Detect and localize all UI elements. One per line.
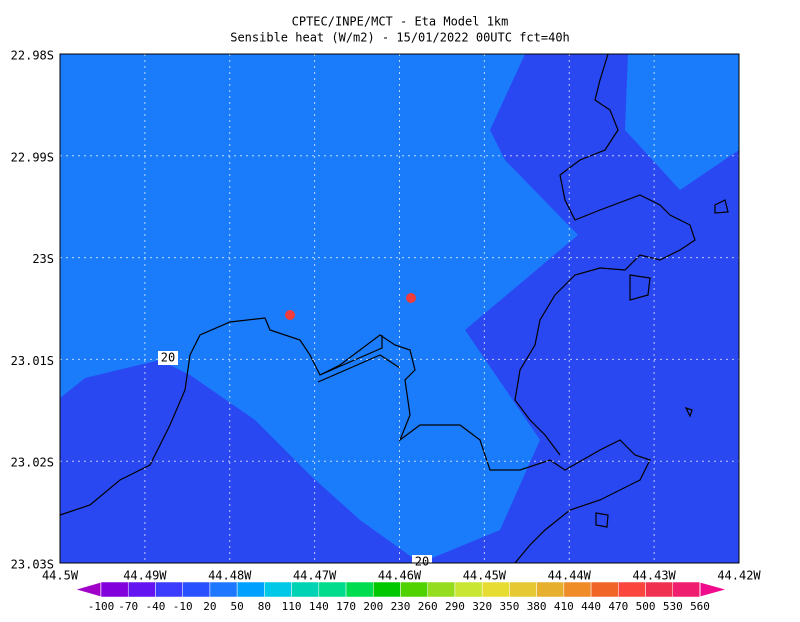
lon-label: 44.49W <box>123 569 167 583</box>
colorbar-box <box>291 581 320 598</box>
lat-label: 23.03S <box>11 558 54 572</box>
lat-label: 23.02S <box>11 456 54 470</box>
colorbar-label: -40 <box>146 600 166 613</box>
colorbar-label: 380 <box>527 600 547 613</box>
colorbar-arrow <box>73 581 102 598</box>
field-dark <box>420 54 739 563</box>
colorbar-label: 110 <box>282 600 302 613</box>
colorbar-box <box>155 581 183 598</box>
colorbar-label: 200 <box>363 600 383 613</box>
colorbar-box <box>427 581 456 598</box>
coastline <box>595 199 729 528</box>
lon-label: 44.42W <box>717 569 761 583</box>
colorbar-box <box>645 581 674 598</box>
colorbar-box <box>373 581 401 598</box>
colorbar-box <box>182 581 211 598</box>
colorbar-box <box>236 581 265 598</box>
colorbar-label: 410 <box>554 600 574 613</box>
colorbar-label: 50 <box>231 600 244 613</box>
colorbar-label: 470 <box>608 600 628 613</box>
lon-label: 44.46W <box>378 569 422 583</box>
lon-label: 44.43W <box>632 569 676 583</box>
colorbar-label: 530 <box>663 600 683 613</box>
lon-label: 44.48W <box>208 569 252 583</box>
coastline <box>317 335 401 383</box>
colorbar-box <box>264 581 292 598</box>
map-frame <box>59 53 740 564</box>
colorbar-box <box>345 581 374 598</box>
station-marker <box>285 310 295 320</box>
colorbar-label: 260 <box>418 600 438 613</box>
colorbar-label: 440 <box>581 600 601 613</box>
lat-label: 23.01S <box>11 354 54 368</box>
colorbar-box <box>672 581 701 598</box>
colorbar-box <box>563 581 592 598</box>
lat-label: 22.99S <box>11 150 54 164</box>
colorbar-box <box>400 581 428 598</box>
colorbar-box <box>536 581 565 598</box>
station-marker <box>406 293 416 303</box>
colorbar-label: 290 <box>445 600 465 613</box>
lat-label: 23S <box>32 252 54 266</box>
colorbar-box <box>127 581 156 598</box>
coastline <box>514 53 696 456</box>
contour-label-box <box>158 351 178 365</box>
colorbar-label: 80 <box>258 600 271 613</box>
colorbar-label: 560 <box>690 600 710 613</box>
colorbar-label: 320 <box>472 600 492 613</box>
colorbar-label: 230 <box>391 600 411 613</box>
contour-label-box <box>412 555 432 563</box>
colorbar-box <box>209 581 238 598</box>
colorbar-label: -10 <box>173 600 193 613</box>
lon-label: 44.47W <box>293 569 337 583</box>
colorbar-box <box>590 581 619 598</box>
coastline <box>59 317 651 564</box>
colorbar-box <box>100 581 129 598</box>
colorbar-label: 20 <box>203 600 216 613</box>
lon-label: 44.45W <box>463 569 507 583</box>
colorbar-label: -100 <box>88 600 115 613</box>
colorbar-box <box>454 581 483 598</box>
contour-label: 20 <box>161 351 175 365</box>
colorbar-box <box>509 581 537 598</box>
lat-label: 22.98S <box>11 49 54 63</box>
colorbar-box <box>318 581 347 598</box>
lon-label: 44.44W <box>548 569 592 583</box>
colorbar-label: 500 <box>636 600 656 613</box>
colorbar-label: 140 <box>309 600 329 613</box>
field-light <box>625 54 739 190</box>
title-line: CPTEC/INPE/MCT - Eta Model 1km <box>292 15 509 29</box>
lon-label: 44.5W <box>42 569 79 583</box>
map-area: 20 20 <box>59 53 740 569</box>
colorbar-label: 350 <box>499 600 519 613</box>
colorbar: -100 -70 -40 -10 20 50 80 110 140 170 200 230 260 290… <box>73 581 729 613</box>
contour-label: 20 <box>415 555 429 569</box>
colorbar-label: 170 <box>336 600 356 613</box>
colorbar-arrow <box>699 581 729 598</box>
title-line: Sensible heat (W/m2) - 15/01/2022 00UTC … <box>230 31 570 45</box>
colorbar-box <box>618 581 646 598</box>
colorbar-box <box>481 581 510 598</box>
colorbar-label: -70 <box>118 600 138 613</box>
